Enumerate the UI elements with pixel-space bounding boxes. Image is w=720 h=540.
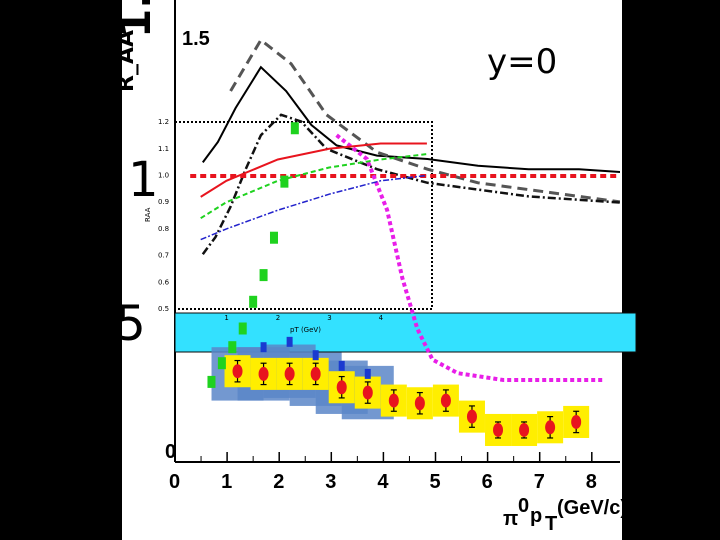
red-data-marker bbox=[545, 420, 556, 435]
blue-data-marker bbox=[286, 336, 293, 347]
inset-x-tick: 1 bbox=[224, 314, 228, 322]
red-data-marker bbox=[232, 364, 243, 379]
x-tick-label: 7 bbox=[534, 471, 545, 493]
red-data-marker bbox=[388, 393, 399, 408]
red-data-marker bbox=[440, 393, 451, 408]
x-axis-title: π 0 p T (GeV/c) bbox=[503, 495, 627, 535]
red-data-marker bbox=[362, 385, 373, 400]
inset-y-tick: 0.8 bbox=[158, 225, 169, 233]
theory-curves bbox=[190, 37, 620, 382]
x-tick-marks bbox=[174, 452, 593, 462]
x-axis-title-units: (GeV/c) bbox=[557, 497, 627, 519]
inset-y-tick: 1.2 bbox=[158, 118, 169, 126]
green-square-marker bbox=[207, 375, 216, 388]
red-data-marker bbox=[493, 422, 504, 437]
data-markers bbox=[207, 122, 582, 439]
x-tick-label: 0 bbox=[169, 471, 180, 493]
inset-x-tick: 3 bbox=[327, 314, 331, 322]
rapidity-annotation: y=0 bbox=[487, 42, 557, 82]
red-data-marker bbox=[284, 366, 295, 381]
x-tick-label: 4 bbox=[377, 471, 389, 493]
blue-data-marker bbox=[260, 342, 267, 353]
overlay-label-half: .5 bbox=[100, 296, 146, 352]
red-data-marker bbox=[310, 366, 321, 381]
red-data-marker bbox=[258, 366, 269, 381]
inset-x-label: pT (GeV) bbox=[290, 326, 321, 334]
blue-data-marker bbox=[338, 360, 345, 371]
x-axis-title-zero: 0 bbox=[518, 495, 529, 517]
inset-y-tick: 1.1 bbox=[158, 145, 169, 153]
green-square-marker bbox=[269, 231, 278, 244]
inset-curve-green bbox=[200, 153, 428, 220]
x-tick-label: 1 bbox=[221, 471, 232, 493]
inset-x-tick: 2 bbox=[276, 314, 280, 322]
green-square-marker bbox=[259, 269, 268, 282]
inset-y-tick: 0.6 bbox=[158, 278, 170, 286]
cyan-uncertainty-band bbox=[174, 312, 637, 353]
x-axis-title-t: T bbox=[545, 513, 557, 535]
green-square-marker bbox=[217, 357, 226, 370]
red-data-marker bbox=[519, 422, 530, 437]
inset-x-tick: 4 bbox=[379, 314, 384, 322]
red-data-marker bbox=[466, 409, 477, 424]
overlay-label-one: 1 bbox=[128, 152, 159, 208]
green-square-marker bbox=[238, 322, 247, 335]
curve-magenta-dotted bbox=[335, 133, 605, 382]
green-square-marker bbox=[249, 295, 258, 308]
x-tick-label: 3 bbox=[325, 471, 336, 493]
green-square-marker bbox=[280, 175, 289, 188]
x-axis-title-pi: π bbox=[503, 508, 518, 530]
inset-y-label: RAA bbox=[144, 207, 152, 222]
y-axis-title-large: 1.5 bbox=[111, 0, 160, 38]
green-square-marker bbox=[290, 122, 299, 135]
y-axis-title: R_AA bbox=[114, 30, 139, 92]
inset-y-tick: 0.9 bbox=[158, 198, 169, 206]
inset-y-tick: 0.7 bbox=[158, 252, 169, 260]
y-tick-label-1-5: 1.5 bbox=[182, 28, 210, 50]
blue-data-marker bbox=[312, 350, 319, 361]
inset-frame bbox=[174, 121, 433, 310]
inset-y-tick: 1.0 bbox=[158, 172, 169, 180]
red-data-marker bbox=[414, 396, 425, 411]
red-data-marker bbox=[336, 380, 347, 395]
green-square-marker bbox=[228, 341, 237, 354]
figure-background bbox=[122, 0, 622, 540]
inset-y-tick: 0.5 bbox=[158, 305, 169, 313]
x-tick-label: 5 bbox=[430, 471, 441, 493]
y-tick-label-0: 0 bbox=[165, 441, 176, 463]
inset-curve-red bbox=[200, 142, 427, 198]
x-tick-label: 2 bbox=[273, 471, 284, 493]
x-tick-label: 6 bbox=[482, 471, 493, 493]
x-tick-labels: 0 1 2 3 4 5 6 7 8 bbox=[169, 471, 597, 493]
inset-plot: 0.5 0.6 0.7 0.8 0.9 1.0 1.1 1.2 1 2 3 4 … bbox=[144, 118, 433, 334]
inset-axes: 0.5 0.6 0.7 0.8 0.9 1.0 1.1 1.2 1 2 3 4 … bbox=[144, 118, 384, 334]
red-data-marker bbox=[571, 414, 582, 429]
inset-curve-blue bbox=[200, 174, 427, 241]
curve-black-solid bbox=[201, 65, 620, 173]
inset-curves bbox=[200, 142, 428, 241]
x-axis-title-p: p bbox=[530, 505, 542, 527]
curve-gray-dashed bbox=[229, 37, 620, 204]
x-tick-label: 8 bbox=[586, 471, 597, 493]
blue-data-marker bbox=[364, 368, 371, 379]
